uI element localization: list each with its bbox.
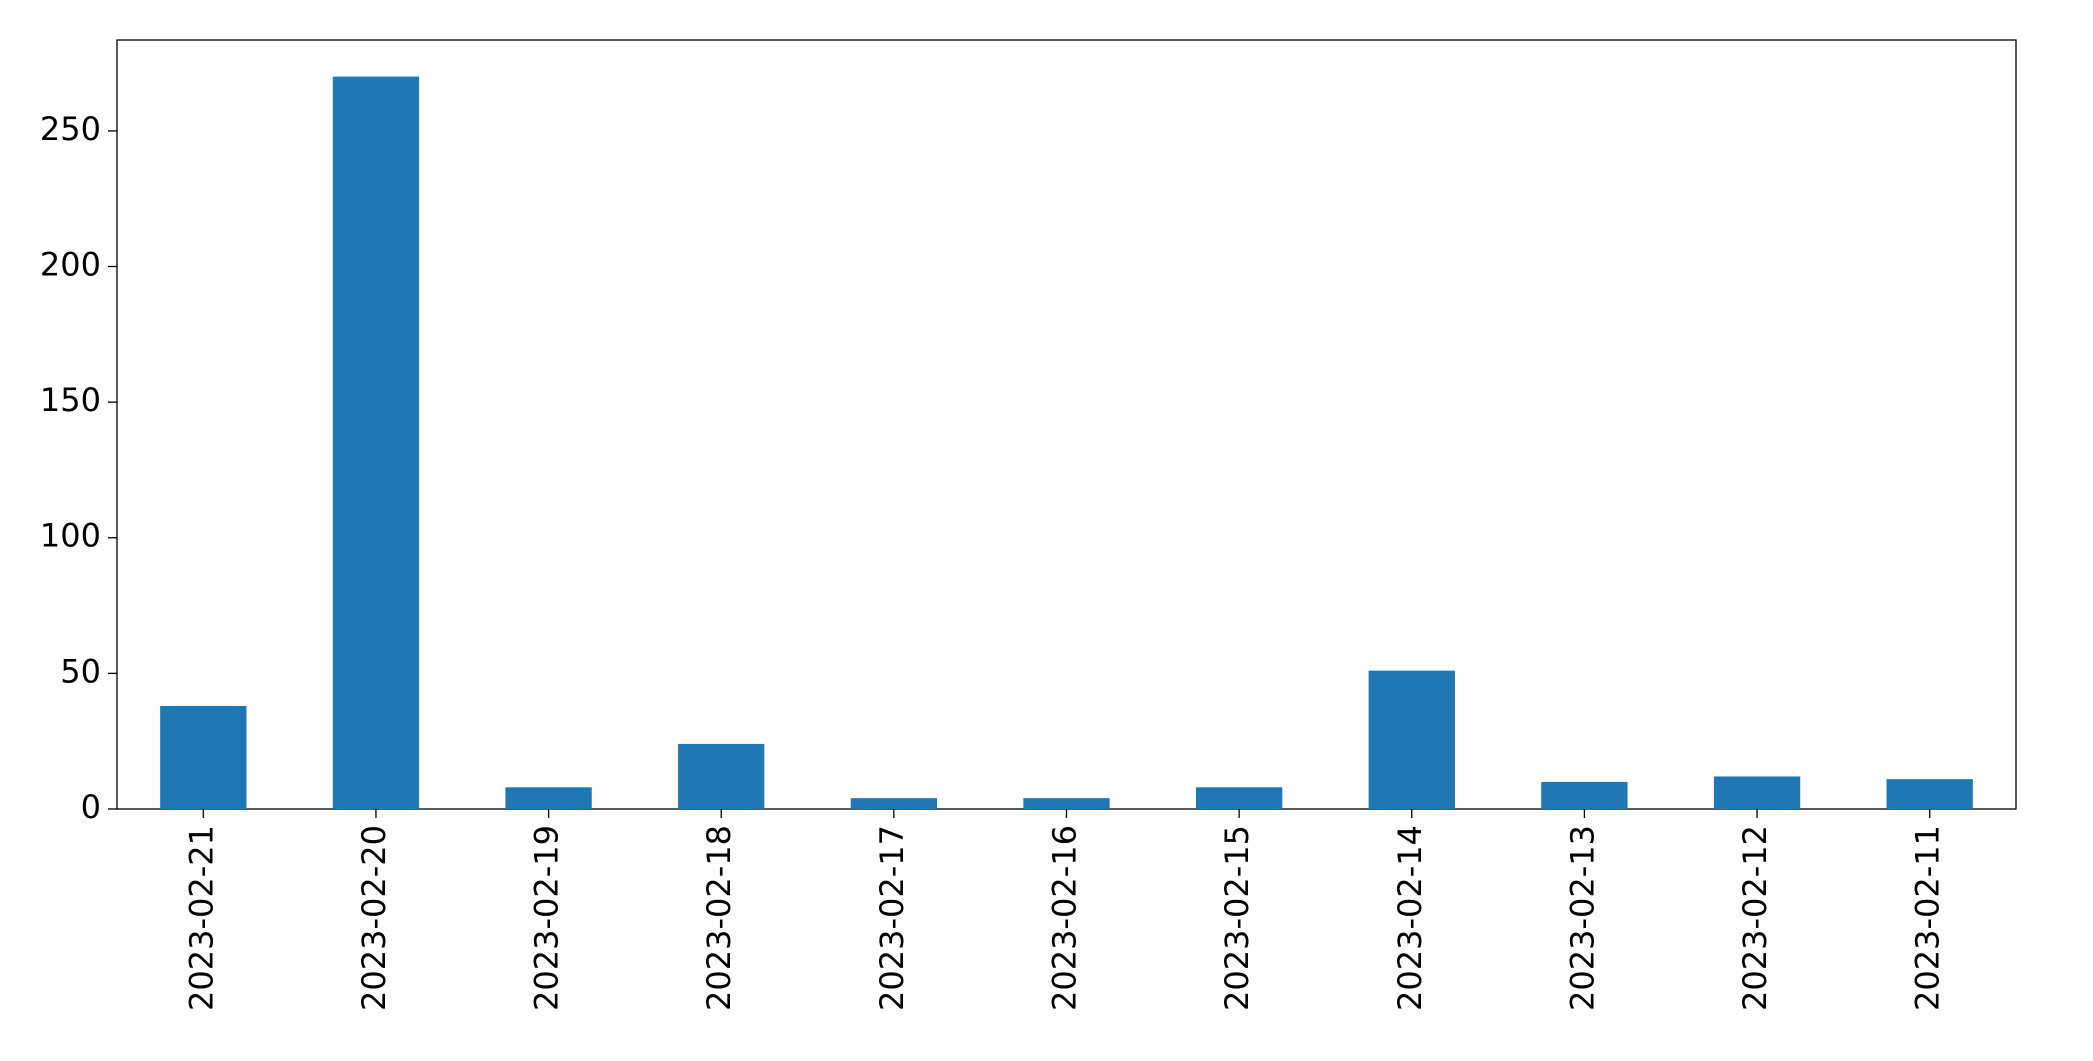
y-tick-label: 250 (40, 110, 101, 148)
bar (1195, 787, 1283, 809)
y-tick-label: 50 (60, 652, 101, 690)
x-tick-label: 2023-02-18 (700, 825, 738, 1011)
bar (332, 76, 420, 810)
x-tick-label: 2023-02-12 (1736, 825, 1774, 1011)
y-tick-label: 100 (40, 517, 101, 555)
bar (1713, 776, 1801, 809)
x-tick-label: 2023-02-13 (1563, 825, 1601, 1011)
x-tick-label: 2023-02-16 (1046, 825, 1084, 1011)
bar (1023, 798, 1110, 809)
x-tick-label: 2023-02-20 (355, 825, 393, 1011)
x-tick-label: 2023-02-21 (182, 825, 220, 1011)
bar (1368, 670, 1455, 809)
y-tick-label: 200 (40, 245, 101, 283)
x-tick-label: 2023-02-15 (1218, 825, 1256, 1011)
bar (505, 787, 592, 809)
bar (1886, 779, 1973, 809)
y-tick-label: 0 (81, 788, 101, 826)
bar (678, 743, 765, 809)
x-tick-label: 2023-02-19 (528, 825, 566, 1011)
x-tick-label: 2023-02-17 (873, 825, 911, 1011)
x-tick-label: 2023-02-11 (1909, 825, 1947, 1011)
bar (160, 705, 247, 809)
x-tick-label: 2023-02-14 (1391, 825, 1429, 1011)
bar (1541, 781, 1628, 809)
bar (850, 798, 938, 809)
y-tick-label: 150 (40, 381, 101, 419)
